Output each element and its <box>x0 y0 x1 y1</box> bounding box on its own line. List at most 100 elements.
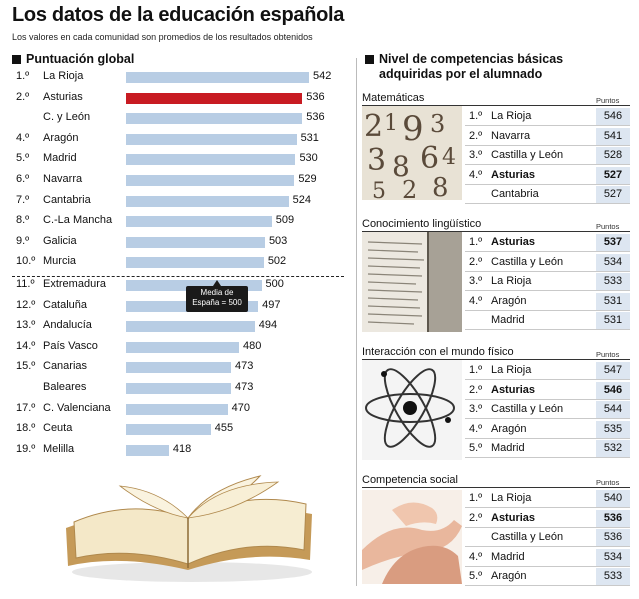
panel-row-value: 544 <box>596 401 630 418</box>
panel-row: 5.º Madrid 532 <box>465 440 630 458</box>
chart-bar <box>126 383 232 394</box>
panel-row-rank: 4.º <box>469 294 483 307</box>
chart-category-label: Baleares <box>43 381 87 393</box>
panel-row-name: Aragón <box>491 422 527 435</box>
chart-bar <box>126 341 239 353</box>
chart-row-rank: 12.º <box>16 298 36 311</box>
page-title: Los datos de la educación española <box>12 4 345 26</box>
chart-category-label: Cantabria <box>43 193 91 206</box>
svg-text:8: 8 <box>432 173 449 200</box>
chart-bar <box>126 133 297 145</box>
panel-row-name: Madrid <box>491 314 525 326</box>
chart-row-rank: 8.º <box>16 214 30 227</box>
chart-bar <box>126 216 272 228</box>
panel-row: 5.º Aragón 533 <box>465 568 630 586</box>
chart-row-rank: 13.º <box>16 319 36 332</box>
chart-value-label: 418 <box>172 442 192 455</box>
panel-row-value: 531 <box>596 292 630 310</box>
chart-value-label: 536 <box>306 90 325 103</box>
panel-row: 1.º La Rioja 546 <box>465 108 630 126</box>
panel-row-rank: 3.º <box>469 275 483 287</box>
chart-row-rank: 4.º <box>16 131 30 144</box>
chart-bar <box>126 154 296 166</box>
right-section-title-line1: Nivel de competencias básicas <box>379 52 564 66</box>
chart-category-label: La Rioja <box>43 70 84 82</box>
panel-row-rank: 3.º <box>469 149 483 161</box>
chart-value-label: 530 <box>299 152 318 165</box>
panel-row: Castilla y León 536 <box>465 529 630 547</box>
svg-text:4: 4 <box>442 145 456 170</box>
chart-category-label: Ceuta <box>43 422 73 435</box>
chart-category-label: Cataluña <box>43 298 88 311</box>
panel-row: 4.º Aragón 531 <box>465 292 630 311</box>
chart-value-label: 524 <box>292 193 312 206</box>
panel-row-rank: 1.º <box>469 492 483 504</box>
panel-row: 1.º La Rioja 540 <box>465 490 630 508</box>
text-page-illustration <box>362 232 462 332</box>
panel-row-value: 537 <box>596 234 630 251</box>
chart-value-label: 470 <box>231 401 251 414</box>
chart-category-label: País Vasco <box>43 339 98 352</box>
panel-row-name: Navarra <box>491 129 531 142</box>
panel-row: 2.º Castilla y León 534 <box>465 253 630 272</box>
chart-bar <box>126 321 255 333</box>
panel-row-rank: 5.º <box>469 442 483 454</box>
chart-category-label: Canarias <box>43 360 88 373</box>
panel-row: 2.º Asturias 536 <box>465 509 630 528</box>
chart-row-rank: 1.º <box>16 70 30 82</box>
chart-row-rank: 14.º <box>16 339 36 352</box>
panel-row: 1.º La Rioja 547 <box>465 362 630 380</box>
panel-row-rank: 2.º <box>469 129 483 142</box>
panel-row-name: La Rioja <box>491 364 532 376</box>
panel-divider <box>362 359 630 360</box>
chart-value-label: 473 <box>235 360 254 373</box>
panel-row-rank: 1.º <box>469 236 483 248</box>
panel-divider <box>362 231 630 232</box>
panel-divider <box>362 105 630 106</box>
svg-text:2: 2 <box>402 176 417 200</box>
hands-illustration <box>362 490 462 584</box>
panel-title: Matemáticas <box>362 92 425 104</box>
panel-title: Competencia social <box>362 474 458 486</box>
panel-row-name: Madrid <box>491 442 525 454</box>
chart-category-label: Galicia <box>43 234 77 247</box>
chart-row-rank: 2.º <box>16 90 30 103</box>
panel-row-name: Asturias <box>491 168 536 181</box>
callout-line2: España = 500 <box>192 298 242 307</box>
panel-row-rank: 3.º <box>469 403 483 415</box>
panel-row-value: 527 <box>596 186 630 203</box>
chart-row-rank: 6.º <box>16 173 30 185</box>
column-divider <box>356 58 357 586</box>
panel-row-rank: 2.º <box>469 511 483 524</box>
column-label: Puntos <box>596 222 620 231</box>
chart-category-label: Navarra <box>43 173 83 185</box>
chart-category-label: Melilla <box>43 442 75 455</box>
svg-text:9: 9 <box>402 109 424 149</box>
square-bullet-icon <box>12 55 21 64</box>
panel-row-rank: 5.º <box>469 570 483 582</box>
panel-row-name: Castilla y León <box>491 149 564 161</box>
chart-category-label: C. Valenciana <box>43 401 111 414</box>
spain-average-callout: Media de España = 500 <box>186 280 248 312</box>
chart-value-label: 503 <box>268 234 288 247</box>
panel-row-rank: 4.º <box>469 168 483 181</box>
panel-row-rank: 1.º <box>469 110 483 122</box>
chart-row-rank: 10.º <box>16 255 36 268</box>
open-book-illustration <box>66 475 312 582</box>
chart-bar <box>126 92 303 104</box>
chart-bar <box>126 280 262 291</box>
chart-bar <box>126 236 265 248</box>
chart-bar <box>126 444 169 456</box>
panel-row-name: Castilla y León <box>491 403 564 415</box>
panel-divider <box>362 487 630 488</box>
chart-row-rank: 11.º <box>16 278 35 290</box>
average-threshold-line <box>12 276 344 277</box>
svg-text:2: 2 <box>364 109 383 144</box>
right-section-title-line2: adquiridas por el alumnado <box>379 67 543 81</box>
panel-row-value: 536 <box>596 509 630 527</box>
svg-text:5: 5 <box>372 179 386 200</box>
panel-row-value: 533 <box>596 273 630 290</box>
panel-row: 3.º Castilla y León 544 <box>465 401 630 419</box>
chart-category-label: Extremadura <box>43 278 106 290</box>
